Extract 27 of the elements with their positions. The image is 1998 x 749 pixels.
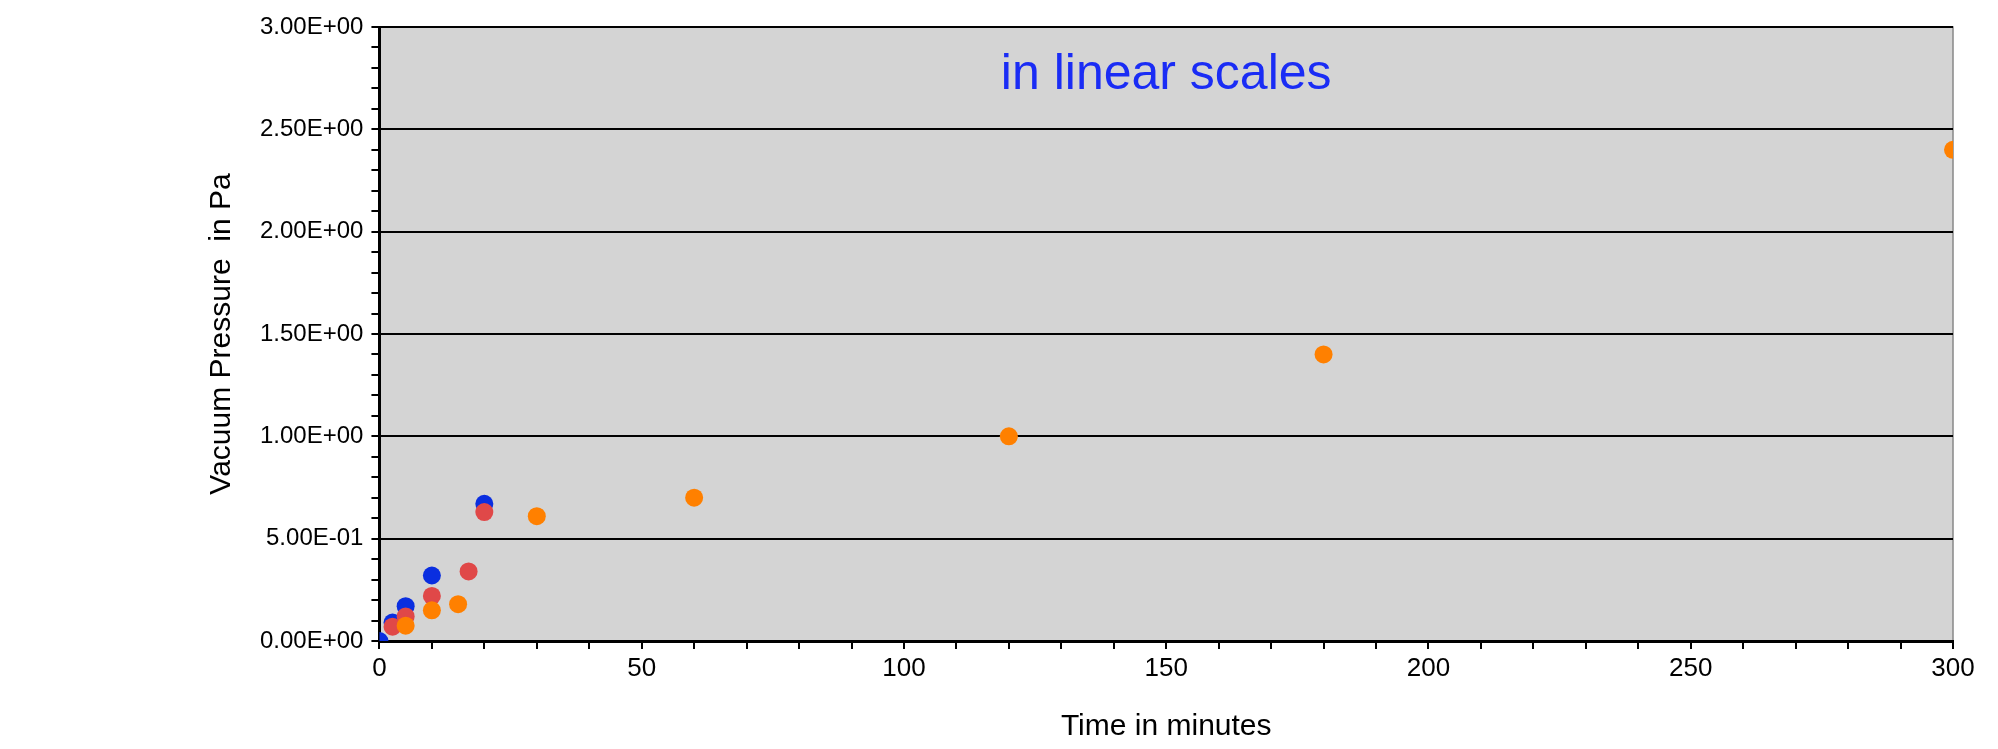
point	[999, 427, 1018, 446]
x-axis-title: Time in minutes	[1060, 708, 1272, 742]
chart-title: in linear scales	[1000, 43, 1332, 100]
x-tick-label: 200	[1406, 651, 1451, 682]
point	[396, 616, 415, 635]
point	[475, 503, 494, 522]
y-tick-label: 1.00E+00	[259, 420, 364, 448]
y-tick-label: 2.00E+00	[259, 216, 364, 244]
point	[449, 595, 468, 614]
point	[422, 566, 441, 585]
point	[459, 562, 478, 581]
y-tick-label: 1.50E+00	[259, 318, 364, 346]
x-tick-label: 150	[1144, 651, 1188, 682]
point	[1314, 345, 1333, 364]
x-tick-label: 0	[372, 651, 387, 682]
y-tick-label: 2.50E+00	[259, 113, 364, 141]
x-tick-label: 100	[882, 651, 926, 682]
x-tick-label: 50	[627, 651, 657, 682]
point	[422, 601, 441, 620]
y-axis-title: Vacuum Pressure in Pa	[203, 173, 237, 495]
y-tick-label: 0.00E+00	[259, 625, 364, 653]
y-tick-label: 3.00E+00	[259, 11, 364, 39]
x-tick-label: 250	[1669, 651, 1713, 682]
x-tick-label: 300	[1931, 651, 1975, 682]
point	[685, 488, 704, 507]
point	[527, 507, 546, 526]
y-tick-label: 5.00E-01	[266, 523, 364, 551]
